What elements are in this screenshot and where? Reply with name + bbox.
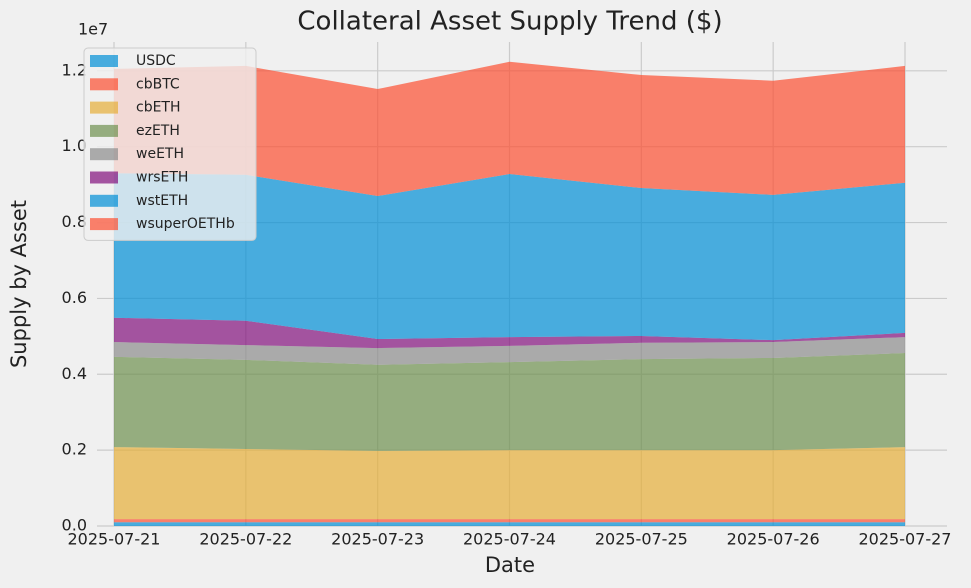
legend-swatch — [90, 218, 118, 231]
x-tick-label: 2025-07-26 — [727, 530, 820, 549]
y-axis-label: Supply by Asset — [7, 200, 31, 368]
area — [114, 317, 905, 349]
y-tick-label: 0.6 — [62, 288, 87, 307]
y-tick-label: 0.4 — [62, 364, 87, 383]
area — [114, 337, 905, 365]
x-axis-label: Date — [485, 553, 535, 577]
legend-swatch — [90, 78, 118, 91]
legend-swatch — [90, 194, 118, 207]
legend-swatch — [90, 124, 118, 137]
areas — [114, 61, 905, 526]
legend-swatch — [90, 148, 118, 161]
chart-title: Collateral Asset Supply Trend ($) — [297, 7, 722, 37]
y-tick-label: 0.0 — [62, 516, 87, 535]
x-tick-label: 2025-07-24 — [463, 530, 556, 549]
legend-label: cbBTC — [136, 76, 180, 92]
area — [114, 353, 905, 451]
area — [114, 173, 905, 341]
legend-label: cbETH — [136, 100, 181, 116]
y-tick-label: 0.8 — [62, 212, 87, 231]
area — [114, 447, 905, 520]
legend-swatch — [90, 101, 118, 114]
legend-label: wsuperOETHb — [136, 216, 235, 232]
legend-swatch — [90, 171, 118, 184]
legend-label: ezETH — [136, 123, 180, 139]
legend-label: wrsETH — [136, 170, 188, 186]
legend-label: USDC — [136, 53, 176, 69]
x-tick-label: 2025-07-22 — [199, 530, 292, 549]
area — [114, 61, 905, 196]
legend-label: weETH — [136, 146, 184, 162]
area — [114, 522, 905, 526]
y-tick-label: 1.2 — [62, 60, 87, 79]
x-tick-label: 2025-07-21 — [68, 530, 161, 549]
legend: USDC cbBTC cbETH ezETH weETH wrsETH wstETH wsup… — [83, 47, 257, 241]
legend-label: wstETH — [136, 193, 188, 209]
y-offset-label: 1e7 — [78, 20, 108, 39]
area — [114, 519, 905, 523]
x-tick-label: 2025-07-27 — [859, 530, 952, 549]
y-tick-label: 0.2 — [62, 440, 87, 459]
legend-box — [83, 47, 257, 241]
x-tick-label: 2025-07-25 — [595, 530, 688, 549]
legend-swatch — [90, 55, 118, 67]
y-tick-label: 1.0 — [62, 136, 87, 155]
x-tick-label: 2025-07-23 — [331, 530, 424, 549]
